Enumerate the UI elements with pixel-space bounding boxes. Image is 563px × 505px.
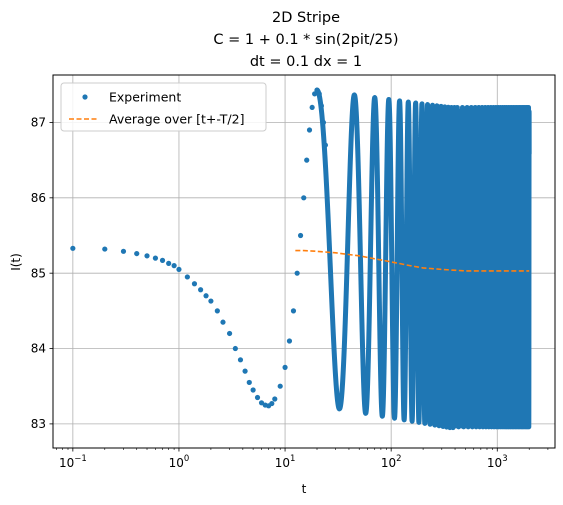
title-line-3: dt = 0.1 dx = 1 — [250, 54, 362, 70]
x-tick-label-exponent: 1 — [290, 454, 295, 464]
x-tick-label-exponent: 3 — [502, 454, 507, 464]
x-tick-label: 102 — [381, 454, 402, 470]
experiment-point — [312, 91, 318, 97]
experiment-point — [306, 127, 313, 133]
legend-label-experiment: Experiment — [109, 90, 181, 105]
experiment-series — [70, 87, 532, 431]
legend-box — [60, 82, 267, 132]
experiment-point — [220, 319, 226, 325]
legend-marker-experiment — [82, 94, 88, 100]
x-tick-label: 10−1 — [59, 454, 87, 470]
experiment-point — [297, 232, 304, 239]
experiment-point — [191, 281, 198, 287]
experiment-point — [246, 379, 252, 386]
experiment-point — [301, 195, 307, 201]
title-line-1: 2D Stripe — [272, 10, 340, 26]
experiment-point — [171, 263, 177, 269]
y-tick-label: 87 — [31, 116, 46, 130]
experiment-point — [120, 248, 127, 254]
experiment-point — [237, 357, 244, 363]
experiment-point — [254, 394, 261, 401]
experiment-point — [232, 345, 238, 352]
legend: Experiment Average over [t+-T/2] — [60, 82, 267, 132]
experiment-point — [144, 253, 150, 259]
experiment-point — [269, 400, 275, 407]
experiment-point — [166, 260, 172, 266]
y-axis-label: I(t) — [9, 253, 23, 271]
experiment-point — [309, 104, 315, 111]
average-series-line — [295, 249, 530, 272]
experiment-point — [316, 91, 322, 97]
x-tick-label: 100 — [169, 454, 190, 470]
plot-frame — [52, 74, 556, 449]
experiment-oscillation-trace — [314, 87, 532, 431]
legend-label-average: Average over [t+-T/2] — [109, 112, 244, 127]
x-axis-label: t — [302, 482, 307, 496]
experiment-point — [203, 293, 209, 299]
experiment-point — [277, 383, 283, 389]
title-line-2: C = 1 + 0.1 * sin(2pit/25) — [213, 32, 398, 48]
experiment-point — [226, 330, 233, 337]
y-tick-label: 85 — [31, 266, 46, 280]
experiment-point — [102, 246, 108, 252]
experiment-point — [290, 308, 297, 314]
experiment-point — [152, 255, 159, 261]
experiment-point — [214, 308, 220, 314]
experiment-point — [242, 368, 248, 374]
experiment-point — [314, 87, 320, 93]
experiment-point — [320, 119, 327, 126]
experiment-point — [282, 364, 288, 370]
x-tick-label-exponent: 2 — [396, 454, 401, 464]
experiment-point — [318, 103, 324, 109]
experiment-point — [272, 396, 278, 402]
x-tick-label: 103 — [487, 454, 508, 470]
y-tick-label: 83 — [31, 417, 46, 431]
y-tick-label: 86 — [31, 191, 46, 205]
experiment-point — [294, 270, 300, 276]
x-tick-label: 101 — [275, 454, 296, 470]
experiment-point — [184, 274, 190, 280]
experiment-point — [304, 157, 310, 163]
experiment-point — [250, 387, 256, 393]
experiment-point — [286, 338, 293, 344]
x-tick-label-exponent: −1 — [74, 454, 87, 464]
experiment-point — [176, 266, 182, 273]
experiment-point — [322, 142, 329, 148]
experiment-point — [134, 250, 140, 257]
x-tick-label-exponent: 0 — [184, 454, 189, 464]
experiment-point — [198, 287, 204, 293]
experiment-point — [159, 257, 166, 263]
plot-area — [70, 87, 532, 431]
experiment-point — [208, 298, 214, 304]
y-tick-label: 84 — [31, 342, 46, 356]
chart-title: 2D Stripe C = 1 + 0.1 * sin(2pit/25) dt … — [213, 10, 398, 70]
experiment-point — [70, 245, 76, 251]
